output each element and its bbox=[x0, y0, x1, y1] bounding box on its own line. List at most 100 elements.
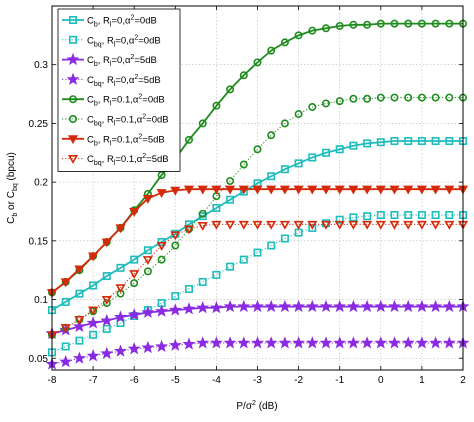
data-point bbox=[69, 15, 78, 24]
data-point bbox=[335, 97, 344, 106]
data-point bbox=[280, 165, 289, 174]
legend-label-part: l bbox=[110, 101, 112, 108]
data-point bbox=[61, 342, 70, 351]
data-point bbox=[322, 99, 331, 108]
data-point bbox=[143, 267, 152, 276]
data-point bbox=[168, 338, 182, 351]
data-point bbox=[429, 299, 443, 313]
y-tick-label: 0.05 bbox=[29, 354, 49, 365]
data-point bbox=[157, 255, 166, 264]
data-point bbox=[292, 336, 306, 349]
data-point bbox=[198, 209, 207, 218]
data-point bbox=[253, 248, 262, 257]
legend-label-part: bq bbox=[94, 81, 102, 88]
data-point bbox=[348, 220, 359, 230]
data-point bbox=[376, 138, 385, 147]
x-tick-label: -5 bbox=[171, 375, 180, 386]
data-point bbox=[404, 19, 413, 28]
data-point bbox=[417, 19, 426, 28]
data-point bbox=[390, 137, 399, 146]
data-point bbox=[127, 342, 141, 355]
legend-label-part: 2 bbox=[130, 15, 134, 22]
data-point bbox=[308, 102, 317, 111]
series-line bbox=[51, 214, 463, 353]
data-point bbox=[157, 171, 166, 180]
data-point bbox=[183, 185, 195, 195]
data-point bbox=[279, 185, 290, 195]
data-point bbox=[390, 19, 399, 28]
data-point bbox=[389, 185, 400, 195]
data-point bbox=[417, 93, 426, 102]
data-point bbox=[142, 195, 153, 204]
data-point bbox=[431, 211, 440, 220]
data-point bbox=[362, 220, 373, 230]
series-layer bbox=[45, 19, 470, 370]
data-point bbox=[130, 279, 139, 288]
data-point bbox=[184, 135, 193, 144]
data-point bbox=[319, 299, 333, 313]
legend-label-part: =0dB bbox=[146, 115, 168, 126]
data-point bbox=[349, 20, 358, 29]
data-point bbox=[86, 349, 100, 362]
data-point bbox=[346, 336, 360, 349]
legend-label-part: l bbox=[114, 41, 116, 48]
x-tick-label: -1 bbox=[335, 375, 344, 386]
data-point bbox=[294, 110, 303, 119]
data-point bbox=[155, 339, 169, 352]
data-point bbox=[264, 336, 278, 349]
data-point bbox=[363, 139, 372, 148]
data-point bbox=[115, 284, 126, 294]
data-point bbox=[442, 299, 456, 313]
data-point bbox=[376, 93, 385, 102]
data-point bbox=[59, 355, 73, 368]
data-point bbox=[67, 135, 79, 145]
legend-label-part: , R bbox=[102, 75, 114, 86]
legend-label-part: 2 bbox=[138, 94, 142, 101]
legend-item: Cbq, Rl=0.1,α2=0dB bbox=[62, 114, 169, 128]
data-point bbox=[376, 211, 385, 220]
legend-label-part: , R bbox=[102, 154, 114, 165]
y-tick-label: 0.3 bbox=[34, 60, 48, 71]
data-point bbox=[308, 153, 317, 162]
legend-label-part: bq bbox=[94, 41, 102, 48]
data-point bbox=[334, 220, 345, 230]
data-point bbox=[360, 336, 374, 349]
data-point bbox=[253, 58, 262, 67]
data-point bbox=[360, 299, 374, 313]
legend-label-part: 2 bbox=[134, 34, 138, 41]
data-point bbox=[237, 336, 251, 349]
data-point bbox=[239, 160, 248, 169]
data-point bbox=[417, 211, 426, 220]
legend-label-part: =0.1,α bbox=[115, 115, 142, 126]
data-point bbox=[293, 220, 304, 230]
data-point bbox=[267, 131, 276, 140]
legend-label-part: , R bbox=[98, 134, 110, 145]
data-point bbox=[335, 215, 344, 224]
data-point bbox=[374, 299, 388, 313]
x-tick-label: 2 bbox=[460, 375, 466, 386]
data-point bbox=[238, 220, 249, 230]
legend-label-part: b bbox=[94, 140, 98, 147]
data-point bbox=[267, 241, 276, 250]
data-point bbox=[170, 231, 181, 241]
data-point bbox=[267, 172, 276, 181]
data-point bbox=[252, 220, 263, 230]
data-point bbox=[322, 24, 331, 33]
legend-label-part: l bbox=[114, 160, 116, 167]
legend-box bbox=[57, 8, 181, 172]
data-point bbox=[225, 220, 236, 230]
legend-label-part: =0dB bbox=[142, 95, 164, 106]
legend-item: Cb, Rl=0.1,α2=5dB bbox=[62, 133, 165, 147]
data-point bbox=[334, 185, 345, 195]
data-point bbox=[212, 203, 221, 212]
series-4 bbox=[45, 336, 470, 370]
data-point bbox=[75, 336, 84, 345]
data-point bbox=[363, 20, 372, 29]
data-point bbox=[74, 265, 85, 275]
data-point bbox=[390, 93, 399, 102]
series-5 bbox=[47, 19, 467, 297]
x-tick-label: -2 bbox=[294, 375, 303, 386]
data-point bbox=[403, 220, 414, 230]
data-point bbox=[239, 255, 248, 264]
